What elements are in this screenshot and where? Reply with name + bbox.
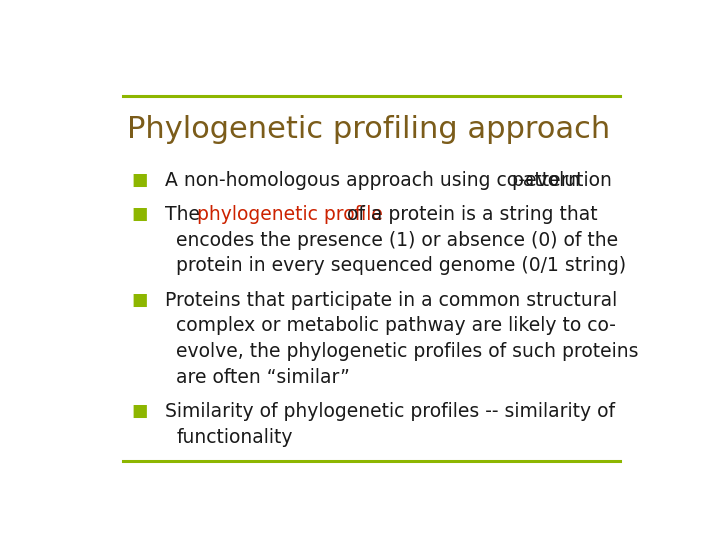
Text: are often “similar”: are often “similar” [176, 368, 350, 387]
Text: functionality: functionality [176, 428, 293, 447]
Text: pattern: pattern [512, 171, 580, 190]
Text: encodes the presence (1) or absence (0) of the: encodes the presence (1) or absence (0) … [176, 231, 618, 249]
Text: evolve, the phylogenetic profiles of such proteins: evolve, the phylogenetic profiles of suc… [176, 342, 639, 361]
Text: The: The [166, 205, 207, 224]
Text: phylogenetic profile: phylogenetic profile [197, 205, 383, 224]
Text: ■: ■ [132, 205, 148, 223]
Text: complex or metabolic pathway are likely to co-: complex or metabolic pathway are likely … [176, 316, 616, 335]
Text: Phylogenetic profiling approach: Phylogenetic profiling approach [127, 114, 611, 144]
Text: A non-homologous approach using co-evolution: A non-homologous approach using co-evolu… [166, 171, 612, 190]
Text: ■: ■ [132, 291, 148, 308]
Text: ■: ■ [132, 402, 148, 420]
Text: of a protein is a string that: of a protein is a string that [341, 205, 598, 224]
Text: Similarity of phylogenetic profiles -- similarity of: Similarity of phylogenetic profiles -- s… [166, 402, 616, 421]
Text: ■: ■ [132, 171, 148, 189]
Text: Proteins that participate in a common structural: Proteins that participate in a common st… [166, 291, 618, 309]
Text: protein in every sequenced genome (0/1 string): protein in every sequenced genome (0/1 s… [176, 256, 626, 275]
